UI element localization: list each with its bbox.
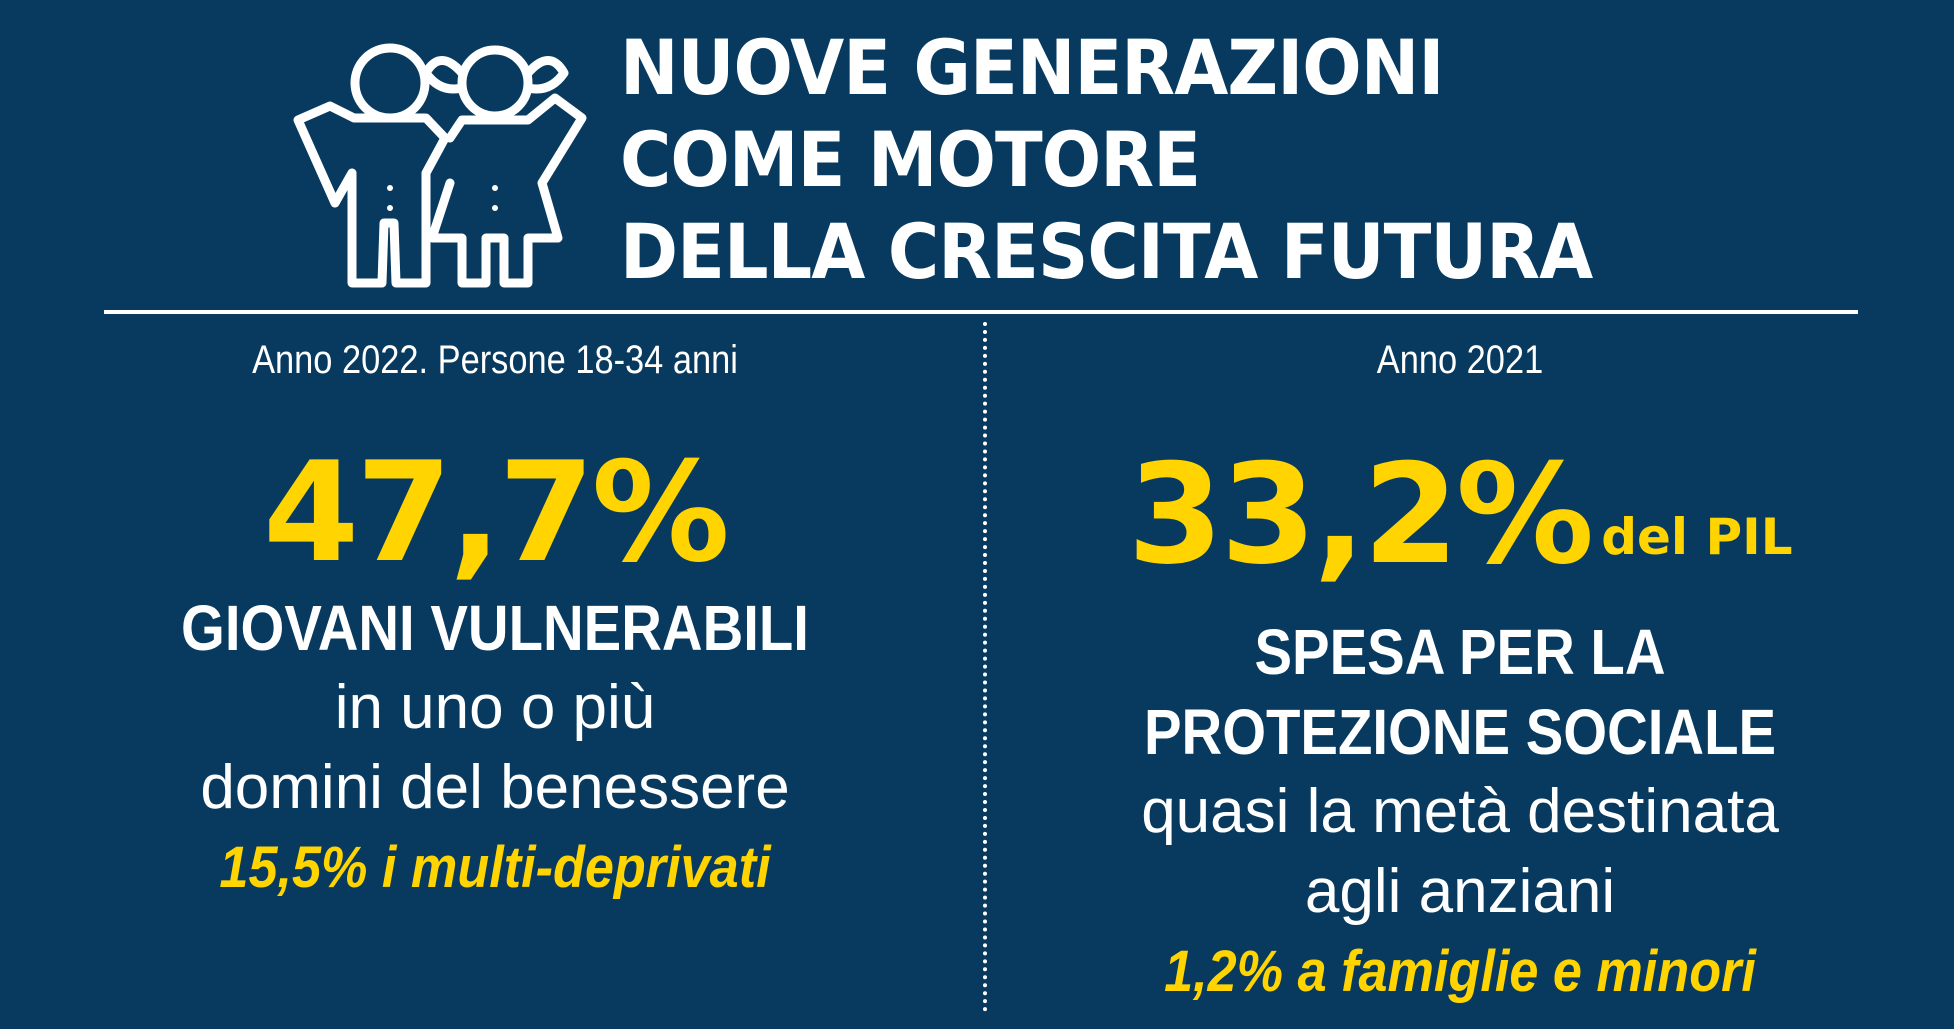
title-line-3: DELLA CRESCITA FUTURA xyxy=(620,207,1593,296)
column-divider xyxy=(983,322,987,1012)
left-headline: GIOVANI VULNERABILI xyxy=(181,592,809,664)
left-body-line-2: domini del benessere xyxy=(200,753,790,822)
left-big-number: 47,7% xyxy=(263,432,730,593)
page-title: NUOVE GENERAZIONI COME MOTORE DELLA CRES… xyxy=(620,22,1820,298)
children-icon xyxy=(293,43,587,288)
left-subtitle: Anno 2022. Persone 18-34 anni xyxy=(252,338,738,382)
right-headline-line-1: SPESA PER LA xyxy=(1254,616,1666,688)
right-big-number: 33,2% xyxy=(1127,434,1594,595)
right-body-line-1: quasi la metà destinata xyxy=(1141,777,1779,846)
left-highlight: 15,5% i multi-deprivati xyxy=(219,835,771,900)
right-panel: Anno 2021 33,2% del PIL SPESA PER LA PROT… xyxy=(1000,330,1920,1012)
right-big-number-suffix: del PIL xyxy=(1601,508,1793,566)
title-line-2: COME MOTORE xyxy=(620,115,1201,204)
right-headline-line-2: PROTEZIONE SOCIALE xyxy=(1143,696,1777,768)
title-line-1: NUOVE GENERAZIONI xyxy=(620,23,1444,112)
right-body-line-2: agli anziani xyxy=(1304,857,1616,926)
header-divider xyxy=(104,310,1858,314)
right-subtitle: Anno 2021 xyxy=(1376,338,1544,382)
right-highlight: 1,2% a famiglie e minori xyxy=(1164,939,1756,1004)
left-panel: Anno 2022. Persone 18-34 anni 47,7% GIOV… xyxy=(60,330,930,908)
right-big-number-row: 33,2% del PIL xyxy=(1000,440,1920,612)
left-body-line-1: in uno o più xyxy=(334,673,656,742)
